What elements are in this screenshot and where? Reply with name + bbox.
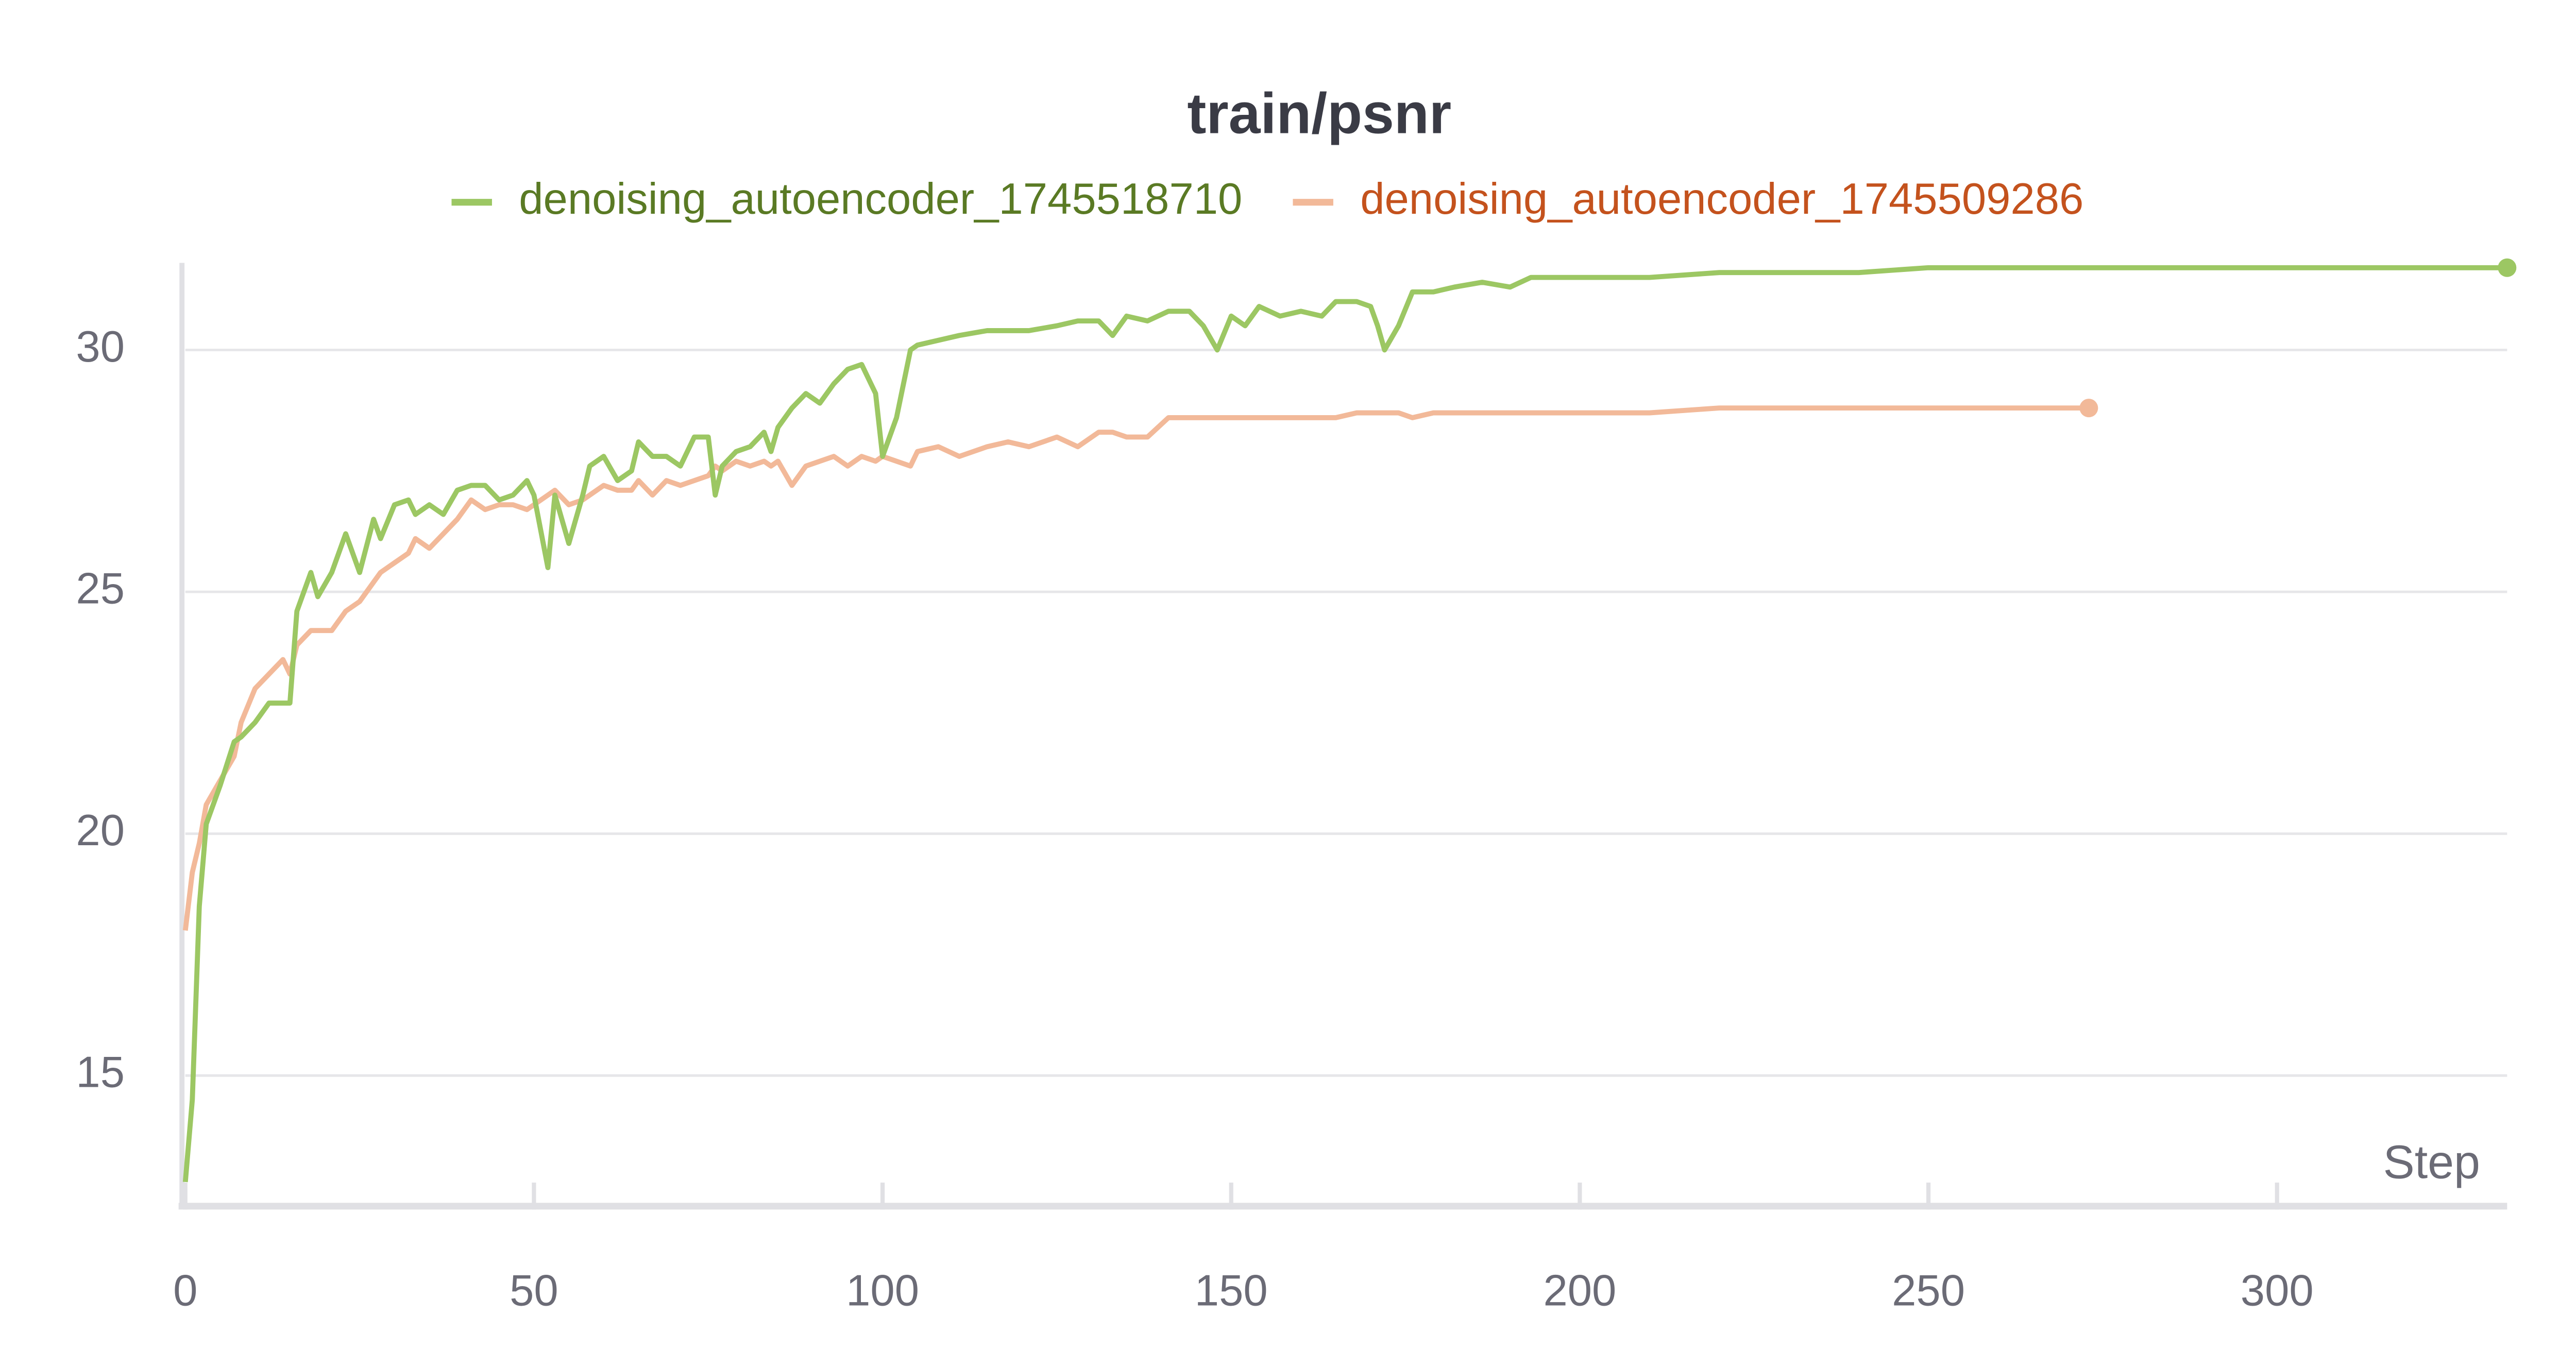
y-tick-label: 20 <box>76 806 125 855</box>
x-tick-label: 200 <box>1543 1266 1616 1315</box>
series-line <box>182 265 2507 1183</box>
x-tick-label: 50 <box>510 1266 558 1315</box>
legend-label: denoising_autoencoder_1745518710 <box>519 175 1242 224</box>
x-axis-label: Step <box>2383 1136 2480 1189</box>
legend: denoising_autoencoder_1745518710 denoisin… <box>451 175 2083 224</box>
series-line <box>182 405 2089 931</box>
x-tick-label: 150 <box>1195 1266 1268 1315</box>
x-tick-label: 250 <box>1892 1266 1965 1315</box>
end-point <box>2079 399 2098 418</box>
legend-label: denoising_autoencoder_1745509286 <box>1360 175 2083 224</box>
y-tick-label: 30 <box>76 322 125 371</box>
y-tick-label: 25 <box>76 565 125 613</box>
end-point <box>2498 258 2517 277</box>
chart-title: train/psnr <box>1187 81 1451 146</box>
y-tick-label: 15 <box>76 1048 125 1097</box>
x-tick-label: 100 <box>846 1266 919 1315</box>
x-tick-label: 300 <box>2241 1266 2314 1315</box>
x-tick-label: 0 <box>173 1266 197 1315</box>
